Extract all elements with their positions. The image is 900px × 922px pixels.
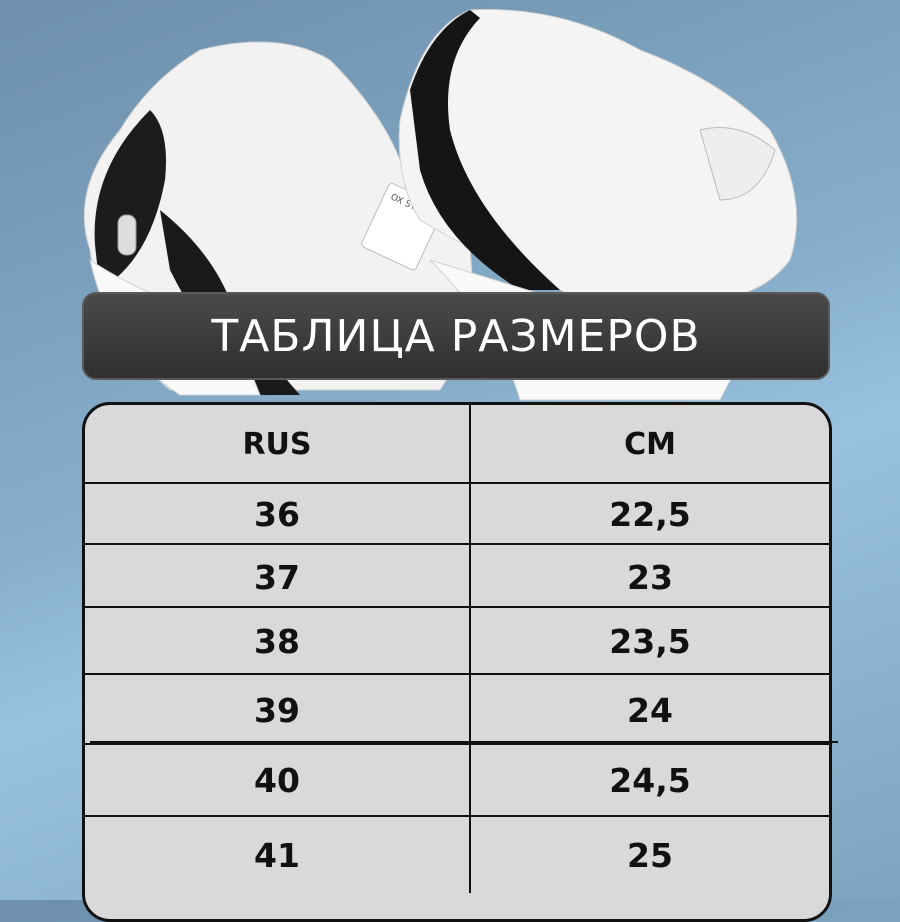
rus-size: 38 <box>254 622 300 661</box>
header-rus: RUS <box>242 426 312 462</box>
table-header-row: RUS CM <box>85 405 829 483</box>
rus-size: 39 <box>254 690 300 730</box>
table-row: 40 24,5 <box>85 743 829 816</box>
table-row: 36 22,5 <box>85 482 829 544</box>
cm-size: 23 <box>469 545 829 609</box>
cm-size: 22,5 <box>469 484 829 544</box>
size-table: RUS CM 36 22,5 37 23 38 23,5 39 24 40 24… <box>82 402 832 922</box>
rus-size: 41 <box>254 835 300 875</box>
table-row: 39 24 <box>85 673 829 745</box>
cm-size: 24,5 <box>469 745 829 816</box>
table-row: 38 23,5 <box>85 606 829 675</box>
rus-size: 40 <box>254 761 300 800</box>
cm-size: 23,5 <box>469 608 829 675</box>
rus-size: 37 <box>254 557 300 597</box>
divider-line <box>90 741 838 743</box>
header-cm: CM <box>469 405 829 483</box>
banner-title: ТАБЛИЦА РАЗМЕРОВ <box>211 310 701 362</box>
table-row: 41 25 <box>85 815 829 893</box>
cm-size: 24 <box>469 675 829 745</box>
size-chart-banner: ТАБЛИЦА РАЗМЕРОВ <box>82 292 830 380</box>
table-row: 37 23 <box>85 543 829 609</box>
cm-size: 25 <box>469 817 829 893</box>
rus-size: 36 <box>254 494 300 534</box>
